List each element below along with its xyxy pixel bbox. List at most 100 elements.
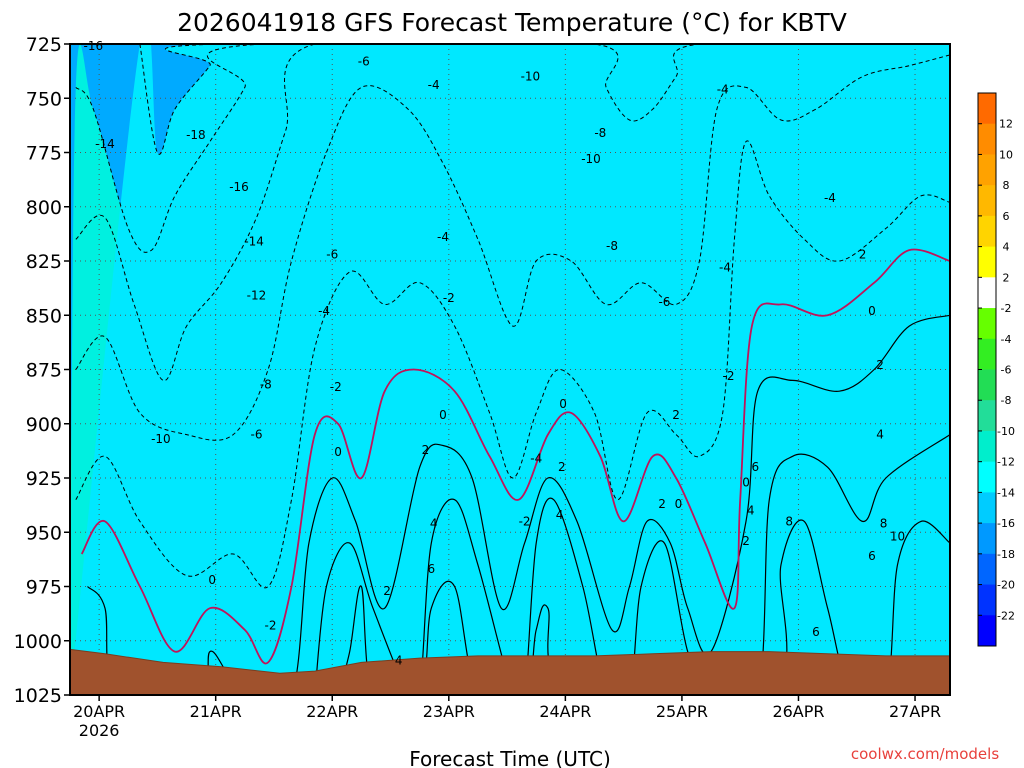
contour-label: 4 xyxy=(876,428,884,442)
x-tick-label: 21APR xyxy=(190,702,242,721)
x-tick-label: 22APR xyxy=(306,702,358,721)
contour-label-layer: -16 -14 -18 -16 -14 -12 -10 -8 -6 0 -2 -6 -4 -10 -8 -10… xyxy=(84,39,906,667)
temperature-fill-layer xyxy=(70,44,950,695)
contour-label: -10 xyxy=(581,152,601,166)
isotherm-line--14 xyxy=(75,44,950,253)
colorbar-label: -2 xyxy=(1001,302,1012,315)
colorbar-swatch xyxy=(978,400,996,432)
y-tick-label: 725 xyxy=(26,34,62,56)
colorbar-swatch xyxy=(978,277,996,309)
contour-label: -16 xyxy=(229,180,249,194)
colorbar-label: -18 xyxy=(997,548,1015,561)
contour-label: -2 xyxy=(519,514,531,528)
contour-label: 2 xyxy=(859,247,867,261)
colorbar-swatch xyxy=(978,430,996,463)
y-tick-label: 900 xyxy=(26,414,62,436)
contour-label: 2 xyxy=(876,358,884,372)
colorbar-swatch xyxy=(978,492,996,524)
contour-label: -4 xyxy=(530,451,542,465)
contour-label: 2 xyxy=(658,497,666,511)
colorbar-label: 8 xyxy=(1003,179,1010,192)
y-tick-label: 825 xyxy=(26,251,62,273)
x-tick-label: 26APR xyxy=(772,702,824,721)
colorbar-swatch xyxy=(978,523,996,555)
colorbar-label: 4 xyxy=(1003,241,1010,254)
contour-label: 4 xyxy=(556,508,564,522)
contour-label: -10 xyxy=(521,70,541,84)
contour-label: -2 xyxy=(330,380,342,394)
colorbar-label: -22 xyxy=(997,609,1015,622)
contour-label: -2 xyxy=(723,369,735,383)
contour-label: 8 xyxy=(880,517,888,531)
colorbar-swatch xyxy=(978,461,996,493)
colorbar-swatch xyxy=(978,308,996,340)
colorbar-legend: 12 10 8 6 4 2 -2 -4 -6 -8 -10 -12 -14 -16 -18 -20 -22 xyxy=(977,92,1015,647)
contour-label: 0 xyxy=(675,497,683,511)
contour-label: -12 xyxy=(247,289,267,303)
contour-label: -8 xyxy=(594,126,606,140)
colorbar-label: 2 xyxy=(1003,271,1010,284)
contour-label: -4 xyxy=(719,261,731,275)
contour-label: 2 xyxy=(383,584,391,598)
x-tick-label: 27APR xyxy=(889,702,941,721)
isotherm-line--10 xyxy=(75,44,950,381)
colorbar-swatch xyxy=(978,93,996,125)
isotherm-line-8 xyxy=(337,519,950,695)
x-tick-label: 25APR xyxy=(656,702,708,721)
contour-label: 6 xyxy=(812,625,820,639)
colorbar-swatch xyxy=(978,215,996,248)
contour-label: 2 xyxy=(422,443,430,457)
contour-label: -6 xyxy=(326,247,338,261)
y-tick-label: 775 xyxy=(26,143,62,165)
y-tick-label: 1000 xyxy=(14,631,62,653)
contour-label: -6 xyxy=(358,54,370,68)
contour-label: -4 xyxy=(717,83,729,97)
chart-title: 2026041918 GFS Forecast Temperature (°C)… xyxy=(177,8,847,37)
colorbar-label: -12 xyxy=(997,456,1015,469)
x-tick-label: 20APR xyxy=(73,702,125,721)
colorbar-swatch xyxy=(978,338,996,370)
contour-label: 0 xyxy=(208,573,216,587)
isotherm-line-0 xyxy=(80,248,950,665)
contour-label: 8 xyxy=(785,514,793,528)
isotherm-line-4 xyxy=(314,434,950,695)
y-tick-label: 1025 xyxy=(14,685,62,707)
contour-label: -4 xyxy=(428,78,440,92)
contour-label: 2 xyxy=(672,408,680,422)
contour-label: -6 xyxy=(251,428,263,442)
colorbar-swatch xyxy=(978,553,996,586)
isotherm-line--6 xyxy=(75,54,950,441)
y-tick-label: 850 xyxy=(26,305,62,327)
colorbar-swatch xyxy=(978,123,996,155)
contour-label: -8 xyxy=(606,239,618,253)
contour-label: 0 xyxy=(334,445,342,459)
contour-label: -16 xyxy=(84,39,104,53)
contour-label: 6 xyxy=(428,562,436,576)
colorbar-label: -4 xyxy=(1001,333,1012,346)
colorbar-label: -20 xyxy=(997,579,1015,592)
colorbar-swatch xyxy=(978,246,996,278)
terrain-layer xyxy=(70,648,950,695)
colorbar-swatch xyxy=(978,185,996,217)
y-tick-label: 750 xyxy=(26,88,62,110)
colorbar-label: -14 xyxy=(997,486,1015,499)
contour-label: 4 xyxy=(747,504,755,518)
colorbar-label: 10 xyxy=(999,148,1013,161)
contour-label: -2 xyxy=(443,291,455,305)
credit-text: coolwx.com/models xyxy=(851,745,999,763)
colorbar-swatch xyxy=(978,154,996,186)
colorbar-swatch xyxy=(978,584,996,616)
grid-layer xyxy=(70,44,950,695)
contour-label: 6 xyxy=(868,549,876,563)
contour-label: 2 xyxy=(558,460,566,474)
colorbar-label: -8 xyxy=(1001,394,1012,407)
contour-label: -4 xyxy=(824,191,836,205)
terrain-surface xyxy=(70,648,950,695)
contour-label: -14 xyxy=(95,137,115,151)
contour-label: -14 xyxy=(244,234,264,248)
colorbar-label: -6 xyxy=(1001,364,1012,377)
contour-label: 0 xyxy=(868,304,876,318)
y-tick-label: 800 xyxy=(26,197,62,219)
colorbar-swatch xyxy=(978,369,996,401)
